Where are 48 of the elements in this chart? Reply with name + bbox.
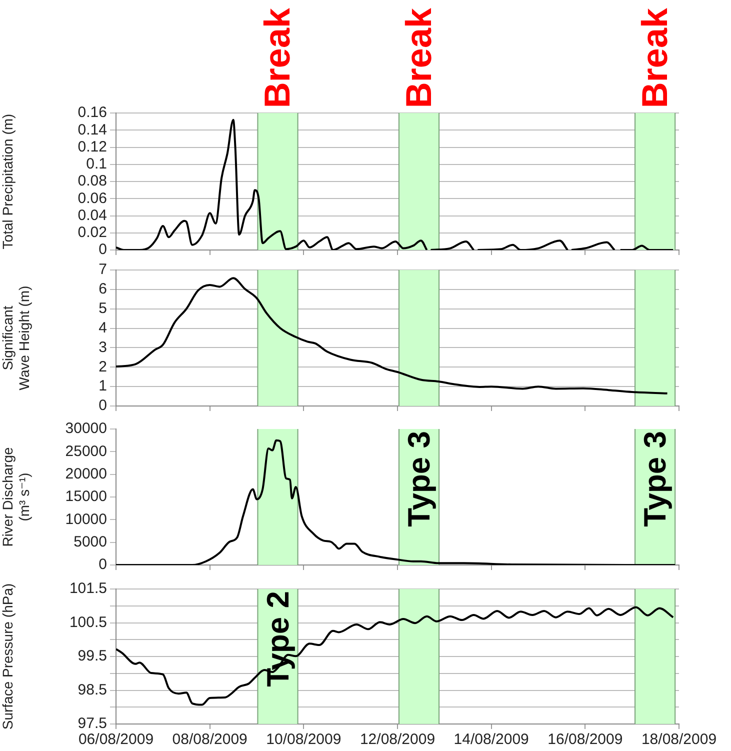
y-tick-label: 99.5 bbox=[78, 648, 107, 665]
y-tick-label: 0.14 bbox=[78, 121, 107, 138]
y-tick-label: 7 bbox=[98, 261, 107, 278]
band-label: Break bbox=[256, 7, 298, 108]
x-tick-label: 18/08/2009 bbox=[641, 731, 717, 748]
y-tick-label: 0.16 bbox=[78, 104, 107, 122]
band-label: Break bbox=[398, 7, 439, 108]
y-tick-label: 30000 bbox=[65, 420, 107, 438]
band-label: Break bbox=[634, 7, 675, 108]
y-tick-label: 4 bbox=[98, 319, 107, 336]
y-tick-label: 0 bbox=[98, 397, 107, 414]
y-tick-label: 0.1 bbox=[86, 156, 107, 173]
y-tick-label: 0 bbox=[98, 241, 107, 258]
y-tick-label: 97.5 bbox=[78, 715, 107, 732]
y-axis-title: Significant Wave Height (m) bbox=[0, 286, 32, 390]
y-tick-label: 100.5 bbox=[69, 614, 107, 631]
y-tick-label: 0.08 bbox=[78, 172, 107, 190]
band-label: Type 3 bbox=[638, 431, 673, 527]
y-tick-label: 20000 bbox=[65, 465, 107, 482]
line-series bbox=[116, 277, 668, 394]
y-tick-label: 0.04 bbox=[78, 206, 107, 224]
y-axis-title: Surface Pressure (hPa) bbox=[0, 583, 16, 730]
y-tick-label: 10000 bbox=[65, 510, 107, 528]
y-tick-label: 6 bbox=[98, 280, 107, 298]
y-tick-label: 3 bbox=[98, 338, 107, 356]
y-tick-label: 101.5 bbox=[69, 580, 107, 598]
x-tick-label: 16/08/2009 bbox=[548, 731, 623, 748]
y-tick-label: 5000 bbox=[74, 533, 107, 550]
y-tick-label: 5 bbox=[98, 300, 107, 317]
x-tick-label: 14/08/2009 bbox=[454, 731, 529, 748]
y-tick-label: 0.12 bbox=[78, 138, 107, 156]
y-tick-label: 0.06 bbox=[78, 190, 107, 207]
y-tick-label: 15000 bbox=[65, 488, 107, 506]
y-axis-title: Total Precipitation (m) bbox=[0, 114, 16, 250]
y-tick-label: 2 bbox=[98, 358, 107, 376]
x-tick-label: 12/08/2009 bbox=[360, 731, 436, 748]
y-tick-label: 98.5 bbox=[78, 681, 107, 698]
y-tick-label: 25000 bbox=[65, 442, 107, 460]
y-tick-label: 0 bbox=[98, 556, 107, 574]
x-tick-label: 10/08/2009 bbox=[266, 731, 342, 748]
line-series bbox=[116, 606, 674, 706]
x-tick-label: 08/08/2009 bbox=[172, 731, 248, 748]
band-label: Type 2 bbox=[260, 591, 296, 687]
y-tick-label: 1 bbox=[98, 378, 107, 395]
y-tick-label: 0.02 bbox=[78, 224, 107, 242]
x-tick-label: 06/08/2009 bbox=[78, 731, 154, 748]
y-axis-title: River Discharge (m³ s⁻¹) bbox=[0, 446, 32, 547]
band-label: Type 3 bbox=[402, 431, 437, 527]
